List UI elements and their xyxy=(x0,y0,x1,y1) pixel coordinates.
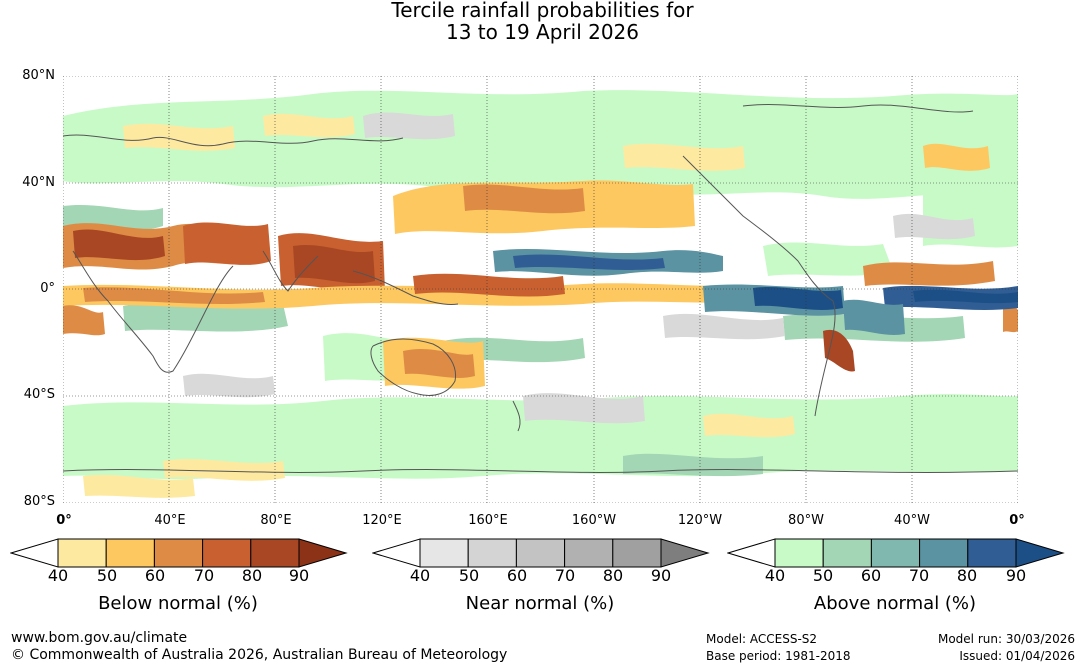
colorbar-below-normal xyxy=(9,538,348,568)
colorbar-segment xyxy=(57,538,107,568)
colorbar-segment xyxy=(870,538,921,568)
colorbar-segment xyxy=(153,538,204,568)
tick-above-80: 80 xyxy=(956,566,978,585)
tick-below-60: 60 xyxy=(144,566,166,585)
issued-date: Issued: 01/04/2026 xyxy=(959,649,1075,663)
lat-label-80n: 80°N xyxy=(22,68,55,83)
colorbar-segment xyxy=(564,538,614,568)
lon-label-0: 0° xyxy=(56,513,72,528)
colorbar-above-normal xyxy=(726,538,1065,568)
tick-near-40: 40 xyxy=(409,566,431,585)
map-title-line1: Tercile rainfall probabilities for xyxy=(391,0,694,22)
lon-label-40e: 40°E xyxy=(154,513,186,528)
colorbar-near-normal xyxy=(371,538,710,568)
colorbar-start-arrow xyxy=(9,538,59,568)
tick-above-50: 50 xyxy=(812,566,834,585)
colorbar-start-arrow xyxy=(371,538,421,568)
legend-ticks-above: 40 50 60 70 80 90 xyxy=(727,566,1037,585)
colorbar-end-arrow xyxy=(660,538,710,568)
tick-near-60: 60 xyxy=(506,566,528,585)
colorbar-segment xyxy=(467,538,517,568)
colorbar-segment xyxy=(105,538,155,568)
tick-above-60: 60 xyxy=(860,566,882,585)
below-normal-field xyxy=(63,113,1018,498)
legend-above-normal xyxy=(726,538,1067,572)
lon-label-160e: 160°E xyxy=(468,513,508,528)
lon-label-0-east: 0° xyxy=(1009,513,1025,528)
tick-near-70: 70 xyxy=(554,566,576,585)
colorbar-end-arrow xyxy=(298,538,348,568)
colorbar-segment xyxy=(250,538,300,568)
map-title-line2: 13 to 19 April 2026 xyxy=(445,20,640,44)
colorbar-segment xyxy=(967,538,1017,568)
lat-label-40s: 40°S xyxy=(23,387,55,402)
lat-label-80s: 80°S xyxy=(23,494,55,509)
tick-near-80: 80 xyxy=(602,566,624,585)
lon-label-120e: 120°E xyxy=(362,513,402,528)
tick-below-90: 90 xyxy=(288,566,310,585)
coastlines xyxy=(62,104,1019,473)
map-canvas xyxy=(62,75,1019,504)
model-run-date: Model run: 30/03/2026 xyxy=(937,632,1075,646)
tick-below-40: 40 xyxy=(47,566,69,585)
lon-label-80e: 80°E xyxy=(260,513,292,528)
tick-near-90: 90 xyxy=(650,566,672,585)
colorbar-segment xyxy=(202,538,252,568)
above-normal-strong-bands xyxy=(493,248,1018,335)
model-name: Model: ACCESS-S2 xyxy=(706,632,818,646)
legend-ticks-near: 40 50 60 70 80 90 xyxy=(372,566,682,585)
tick-near-50: 50 xyxy=(458,566,480,585)
legend-title-near: Near normal (%) xyxy=(465,593,615,614)
lat-label-0: 0° xyxy=(40,281,55,296)
lon-label-80w: 80°W xyxy=(788,513,824,528)
colorbar-segment xyxy=(774,538,824,568)
lon-label-40w: 40°W xyxy=(894,513,930,528)
tick-above-40: 40 xyxy=(764,566,786,585)
colorbar-start-arrow xyxy=(726,538,776,568)
tick-above-90: 90 xyxy=(1005,566,1027,585)
colorbar-segment xyxy=(515,538,566,568)
colorbar-end-arrow xyxy=(1015,538,1065,568)
base-period: Base period: 1981-2018 xyxy=(706,649,851,663)
legend-ticks-below: 40 50 60 70 80 90 xyxy=(10,566,320,585)
website-link[interactable]: www.bom.gov.au/climate xyxy=(11,630,188,646)
above-normal-field xyxy=(63,90,1018,480)
lat-label-40n: 40°N xyxy=(22,175,55,190)
lon-label-120w: 120°W xyxy=(677,513,723,528)
near-normal-field xyxy=(183,112,975,424)
copyright-text: © Commonwealth of Australia 2026, Austra… xyxy=(11,647,508,663)
legend-title-above: Above normal (%) xyxy=(813,593,977,614)
legend-below-normal xyxy=(9,538,350,572)
probability-map xyxy=(62,75,1019,504)
legend-title-below: Below normal (%) xyxy=(98,593,258,614)
lon-label-160w: 160°W xyxy=(571,513,617,528)
tick-below-70: 70 xyxy=(193,566,215,585)
legend-near-normal xyxy=(371,538,712,572)
colorbar-segment xyxy=(612,538,662,568)
tick-below-50: 50 xyxy=(96,566,118,585)
colorbar-segment xyxy=(822,538,872,568)
colorbar-segment xyxy=(919,538,969,568)
tick-below-80: 80 xyxy=(241,566,263,585)
tick-above-70: 70 xyxy=(908,566,930,585)
colorbar-segment xyxy=(419,538,469,568)
